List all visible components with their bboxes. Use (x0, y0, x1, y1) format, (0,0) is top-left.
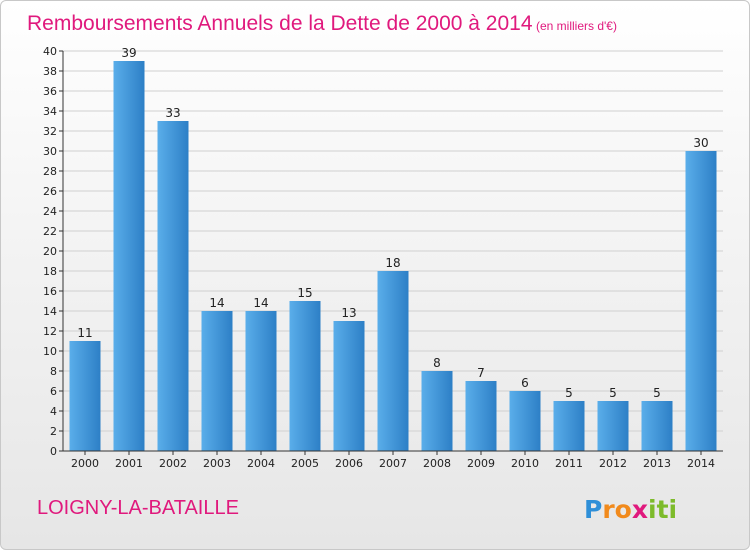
y-tick-label: 22 (43, 225, 57, 238)
data-label-2012: 5 (609, 386, 617, 400)
axes: 0246810121416182022242628303234363840200… (43, 45, 723, 470)
x-tick-label: 2004 (247, 457, 275, 470)
x-tick-label: 2008 (423, 457, 451, 470)
x-tick-label: 2014 (687, 457, 715, 470)
data-label-2013: 5 (653, 386, 661, 400)
bar-2007 (377, 271, 409, 451)
y-tick-label: 14 (43, 305, 57, 318)
x-tick-label: 2009 (467, 457, 495, 470)
logo-letter: t (657, 495, 669, 524)
x-tick-label: 2002 (159, 457, 187, 470)
proxiti-logo: Proxiti (584, 495, 677, 524)
y-tick-label: 20 (43, 245, 57, 258)
y-tick-label: 10 (43, 345, 57, 358)
bar-2012 (597, 401, 629, 451)
data-label-2008: 8 (433, 356, 441, 370)
x-tick-label: 2013 (643, 457, 671, 470)
chart-title: Remboursements Annuels de la Dette de 20… (27, 12, 533, 35)
logo-letter: x (632, 495, 648, 524)
y-tick-label: 0 (50, 445, 57, 458)
bar-2010 (509, 391, 541, 451)
logo-letter: o (615, 495, 632, 524)
y-tick-label: 8 (50, 365, 57, 378)
data-label-2002: 33 (165, 106, 180, 120)
y-tick-label: 18 (43, 265, 57, 278)
y-tick-label: 30 (43, 145, 57, 158)
y-tick-label: 12 (43, 325, 57, 338)
bar-2011 (553, 401, 585, 451)
data-label-2004: 14 (253, 296, 268, 310)
data-label-2005: 15 (297, 286, 312, 300)
logo-letter: i (669, 495, 678, 524)
y-tick-label: 38 (43, 65, 57, 78)
bar-2000 (69, 341, 101, 451)
x-tick-label: 2003 (203, 457, 231, 470)
x-tick-label: 2000 (71, 457, 99, 470)
data-label-2007: 18 (385, 256, 400, 270)
x-tick-label: 2007 (379, 457, 407, 470)
bar-2001 (113, 61, 145, 451)
x-tick-label: 2010 (511, 457, 539, 470)
logo-letter: P (584, 495, 602, 524)
data-label-2000: 11 (77, 326, 92, 340)
y-tick-label: 24 (43, 205, 57, 218)
bar-2008 (421, 371, 453, 451)
bar-2014 (685, 151, 717, 451)
y-tick-label: 28 (43, 165, 57, 178)
y-tick-label: 16 (43, 285, 57, 298)
y-tick-label: 34 (43, 105, 57, 118)
bar-2002 (157, 121, 189, 451)
y-tick-label: 26 (43, 185, 57, 198)
bars: 11 39 33 14 14 15 13 18 8 7 6 5 5 5 30 (69, 46, 717, 451)
x-tick-label: 2001 (115, 457, 143, 470)
x-tick-label: 2006 (335, 457, 363, 470)
data-label-2009: 7 (477, 366, 485, 380)
bar-2005 (289, 301, 321, 451)
chart-subtitle: (en milliers d'€) (536, 19, 617, 33)
bar-2009 (465, 381, 497, 451)
bar-2003 (201, 311, 233, 451)
data-label-2014: 30 (693, 136, 708, 150)
place-name: LOIGNY-LA-BATAILLE (37, 497, 239, 519)
y-tick-label: 2 (50, 425, 57, 438)
logo-letter: r (602, 495, 615, 524)
x-tick-label: 2011 (555, 457, 583, 470)
y-tick-label: 40 (43, 45, 57, 58)
data-label-2003: 14 (209, 296, 224, 310)
y-tick-label: 32 (43, 125, 57, 138)
data-label-2010: 6 (521, 376, 529, 390)
bar-2004 (245, 311, 277, 451)
y-tick-label: 36 (43, 85, 57, 98)
y-tick-label: 6 (50, 385, 57, 398)
bar-2013 (641, 401, 673, 451)
x-tick-label: 2005 (291, 457, 319, 470)
bar-2006 (333, 321, 365, 451)
y-tick-label: 4 (50, 405, 57, 418)
data-label-2006: 13 (341, 306, 356, 320)
data-label-2011: 5 (565, 386, 573, 400)
x-tick-label: 2012 (599, 457, 627, 470)
logo-letter: i (648, 495, 657, 524)
data-label-2001: 39 (121, 46, 136, 60)
